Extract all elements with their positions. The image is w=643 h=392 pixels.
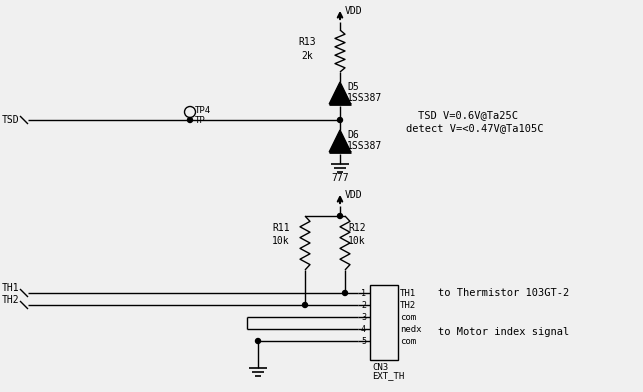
Text: 1: 1 [361, 289, 366, 298]
Polygon shape [329, 130, 351, 152]
Circle shape [188, 118, 192, 123]
Text: TP4: TP4 [195, 105, 211, 114]
Text: TH1: TH1 [400, 289, 416, 298]
Text: to Thermistor 103GT-2: to Thermistor 103GT-2 [438, 288, 569, 298]
Text: TSD V=0.6V@Ta25C: TSD V=0.6V@Ta25C [418, 110, 518, 120]
Text: CN3: CN3 [372, 363, 388, 372]
Text: R13: R13 [298, 37, 316, 47]
Text: D6: D6 [347, 130, 359, 140]
Text: TP: TP [195, 116, 206, 125]
Text: EXT_TH: EXT_TH [372, 372, 404, 381]
Text: R12: R12 [348, 223, 366, 233]
Text: 4: 4 [361, 325, 366, 334]
Text: detect V=<0.47V@Ta105C: detect V=<0.47V@Ta105C [406, 123, 543, 133]
Text: VDD: VDD [345, 190, 363, 200]
Circle shape [338, 118, 343, 123]
Circle shape [302, 303, 307, 307]
Text: 5: 5 [361, 336, 366, 345]
Text: TH2: TH2 [2, 295, 20, 305]
Text: to Motor index signal: to Motor index signal [438, 327, 569, 337]
Circle shape [255, 339, 260, 343]
Polygon shape [329, 82, 351, 104]
Text: 2: 2 [361, 301, 366, 310]
Text: TH1: TH1 [2, 283, 20, 293]
Text: 2k: 2k [301, 51, 312, 61]
Text: 3: 3 [361, 312, 366, 321]
Text: 1SS387: 1SS387 [347, 93, 382, 103]
Text: com: com [400, 312, 416, 321]
Text: 1SS387: 1SS387 [347, 141, 382, 151]
Text: com: com [400, 336, 416, 345]
Bar [370, 285, 398, 360]
Text: VDD: VDD [345, 6, 363, 16]
Text: 10k: 10k [348, 236, 366, 246]
Text: TH2: TH2 [400, 301, 416, 310]
Text: D5: D5 [347, 82, 359, 92]
Text: R11: R11 [272, 223, 289, 233]
Circle shape [338, 214, 343, 218]
Text: 777: 777 [331, 173, 349, 183]
Circle shape [343, 290, 347, 296]
Text: nedx: nedx [400, 325, 422, 334]
Text: 10k: 10k [272, 236, 289, 246]
Text: TSD: TSD [2, 115, 20, 125]
